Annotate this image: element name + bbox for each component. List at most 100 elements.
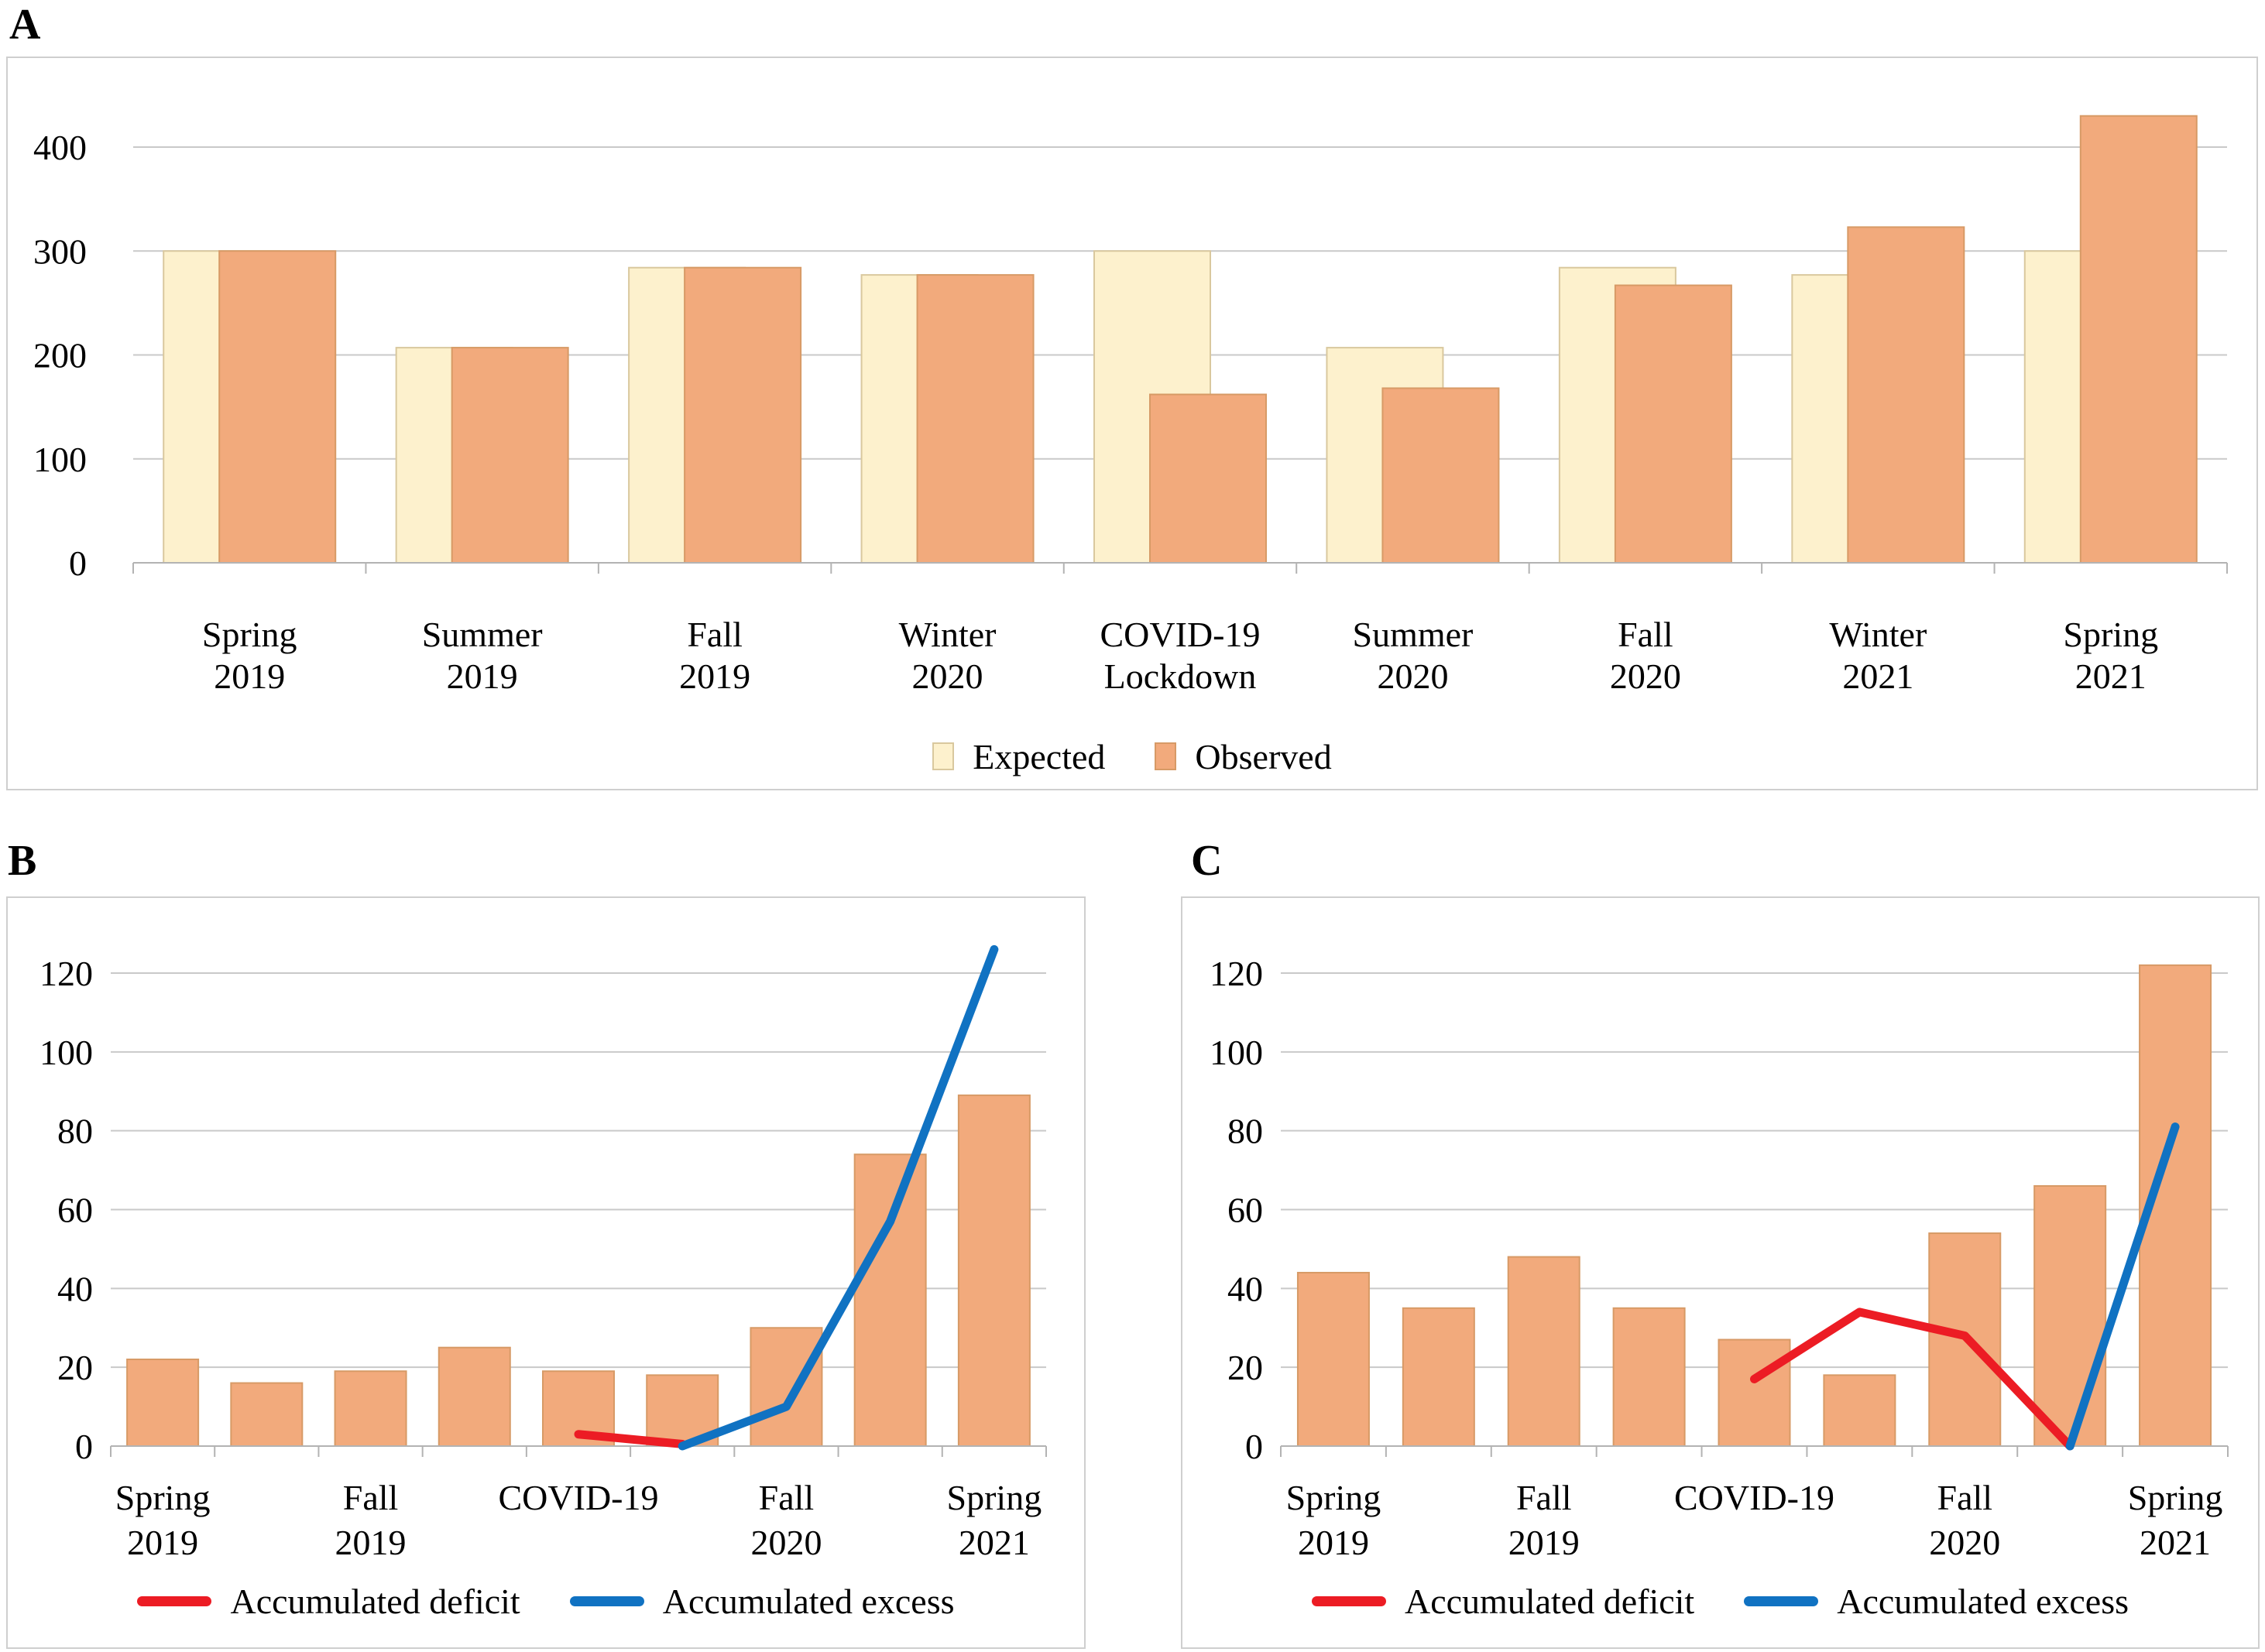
x-tick-label: 2019 bbox=[1298, 1523, 1369, 1562]
legend-label-excess: Accumulated excess bbox=[1837, 1581, 2129, 1621]
bar bbox=[1718, 1338, 1791, 1448]
deficit-line bbox=[574, 1430, 687, 1448]
bar-observed bbox=[1381, 387, 1500, 564]
y-tick-label: 300 bbox=[33, 231, 87, 271]
x-tick-label: Spring bbox=[947, 1478, 1042, 1517]
y-tick-label: 100 bbox=[1210, 1033, 1263, 1072]
legend-b: Accumulated deficit Accumulated excess bbox=[8, 1573, 1084, 1629]
legend-item-expected: Expected bbox=[932, 736, 1105, 777]
y-tick-label: 120 bbox=[1210, 954, 1263, 993]
excess-line-swatch bbox=[569, 1595, 644, 1606]
legend-label-observed: Observed bbox=[1195, 736, 1332, 776]
y-tick-label: 20 bbox=[57, 1348, 93, 1387]
x-tick-label: Fall bbox=[759, 1478, 815, 1517]
x-tick-label: COVID-19 bbox=[499, 1478, 659, 1517]
x-tick-label: 2020 bbox=[1377, 656, 1448, 696]
legend-item-deficit: Accumulated deficit bbox=[1311, 1581, 1695, 1622]
deficit-line bbox=[1750, 1308, 2075, 1451]
deficit-line-swatch bbox=[1311, 1595, 1386, 1606]
bar-observed bbox=[1149, 393, 1267, 564]
bar bbox=[126, 1358, 200, 1448]
x-tick-label: 2019 bbox=[335, 1523, 407, 1562]
bar bbox=[957, 1094, 1031, 1447]
x-tick-label: Winter bbox=[899, 615, 997, 654]
chart-c: 0 20 40 60 80 100 120 Spring 2019 Fall 2019 COVID-1… bbox=[1210, 954, 2229, 1562]
bar bbox=[1823, 1374, 1896, 1448]
x-tick-label: COVID-19 bbox=[1674, 1478, 1834, 1517]
bar-observed bbox=[1614, 284, 1732, 564]
legend-c: Accumulated deficit Accumulated excess bbox=[1182, 1573, 2258, 1629]
panel-b: 0 20 40 60 80 100 120 Spring 2019 Fall 2019 COVID-1… bbox=[6, 896, 1086, 1649]
panel-label-a: A bbox=[9, 1, 41, 49]
panel-c: 0 20 40 60 80 100 120 Spring 2019 Fall 2019 COVID-1… bbox=[1181, 896, 2260, 1649]
bar bbox=[1507, 1256, 1580, 1447]
deficit-line-swatch bbox=[137, 1595, 212, 1606]
bar bbox=[230, 1382, 304, 1447]
y-tick-label: 0 bbox=[69, 543, 87, 583]
x-tick-label: 2020 bbox=[750, 1523, 822, 1562]
x-tick-label: 2019 bbox=[127, 1523, 198, 1562]
legend-item-excess: Accumulated excess bbox=[569, 1581, 955, 1622]
x-tick-label: Summer bbox=[422, 615, 543, 654]
bar-observed bbox=[916, 274, 1035, 564]
y-tick-label: 60 bbox=[1227, 1190, 1263, 1229]
bar bbox=[1612, 1307, 1686, 1448]
y-tick-label: 100 bbox=[39, 1033, 93, 1072]
legend-label-expected: Expected bbox=[973, 736, 1106, 776]
y-tick-label: 80 bbox=[57, 1112, 93, 1151]
x-tick-label: COVID-19 bbox=[1100, 615, 1261, 654]
y-tick-label: 0 bbox=[75, 1427, 93, 1466]
observed-swatch bbox=[1155, 742, 1177, 770]
y-tick-label: 100 bbox=[33, 440, 87, 479]
x-tick-label: Spring bbox=[1286, 1478, 1381, 1517]
x-tick-label: Fall bbox=[1618, 615, 1673, 654]
bar bbox=[2033, 1184, 2107, 1447]
bar-observed bbox=[451, 347, 569, 564]
legend-label-excess: Accumulated excess bbox=[662, 1581, 955, 1621]
chart-b: 0 20 40 60 80 100 120 Spring 2019 Fall 2019 COVID-1… bbox=[39, 944, 1047, 1562]
panel-label-b: B bbox=[8, 837, 37, 885]
excess-line-swatch bbox=[1744, 1595, 1819, 1606]
x-tick-label: Spring bbox=[115, 1478, 211, 1517]
y-tick-label: 80 bbox=[1227, 1112, 1263, 1151]
bar bbox=[1296, 1271, 1370, 1448]
x-tick-label: Fall bbox=[1937, 1478, 1992, 1517]
x-tick-label: Summer bbox=[1352, 615, 1473, 654]
x-tick-label: 2020 bbox=[1610, 656, 1681, 696]
y-tick-label: 120 bbox=[39, 954, 93, 993]
x-tick-label: 2019 bbox=[447, 656, 518, 696]
y-tick-label: 20 bbox=[1227, 1348, 1263, 1387]
legend-item-excess: Accumulated excess bbox=[1744, 1581, 2129, 1622]
bar bbox=[750, 1327, 823, 1448]
panel-label-c: C bbox=[1191, 837, 1223, 885]
excess-line bbox=[2065, 1122, 2180, 1451]
bar-observed bbox=[218, 250, 337, 564]
bar-observed bbox=[1847, 226, 1965, 564]
legend-item-deficit: Accumulated deficit bbox=[137, 1581, 520, 1622]
x-tick-label: 2021 bbox=[2140, 1523, 2211, 1562]
x-tick-label: 2020 bbox=[1929, 1523, 2000, 1562]
bar bbox=[853, 1153, 927, 1447]
bar bbox=[438, 1346, 511, 1448]
bar bbox=[334, 1370, 407, 1447]
bar bbox=[1402, 1307, 1475, 1448]
excess-line bbox=[678, 944, 999, 1451]
x-tick-label: Spring bbox=[2128, 1478, 2223, 1517]
x-tick-label: 2021 bbox=[1842, 656, 1913, 696]
expected-swatch bbox=[932, 742, 955, 770]
x-tick-label: 2021 bbox=[959, 1523, 1030, 1562]
y-tick-label: 60 bbox=[57, 1190, 93, 1229]
x-tick-label: Fall bbox=[687, 615, 743, 654]
legend-label-deficit: Accumulated deficit bbox=[230, 1581, 520, 1621]
x-tick-label: 2019 bbox=[679, 656, 750, 696]
chart-a: 0100200300400Spring2019Summer2019Fall201… bbox=[33, 115, 2228, 696]
panel-a: 0 100 200 300 400 Spring 2019 Summer 2019 Fall 201… bbox=[6, 57, 2258, 790]
legend-label-deficit: Accumulated deficit bbox=[1404, 1581, 1695, 1621]
bar-observed bbox=[684, 266, 802, 564]
x-tick-label: Lockdown bbox=[1104, 656, 1257, 696]
x-tick-label: Spring bbox=[2063, 615, 2158, 654]
y-tick-label: 0 bbox=[1245, 1427, 1263, 1466]
legend-a: Expected Observed bbox=[8, 728, 2256, 784]
x-tick-label: Winter bbox=[1829, 615, 1927, 654]
y-tick-label: 200 bbox=[33, 336, 87, 375]
